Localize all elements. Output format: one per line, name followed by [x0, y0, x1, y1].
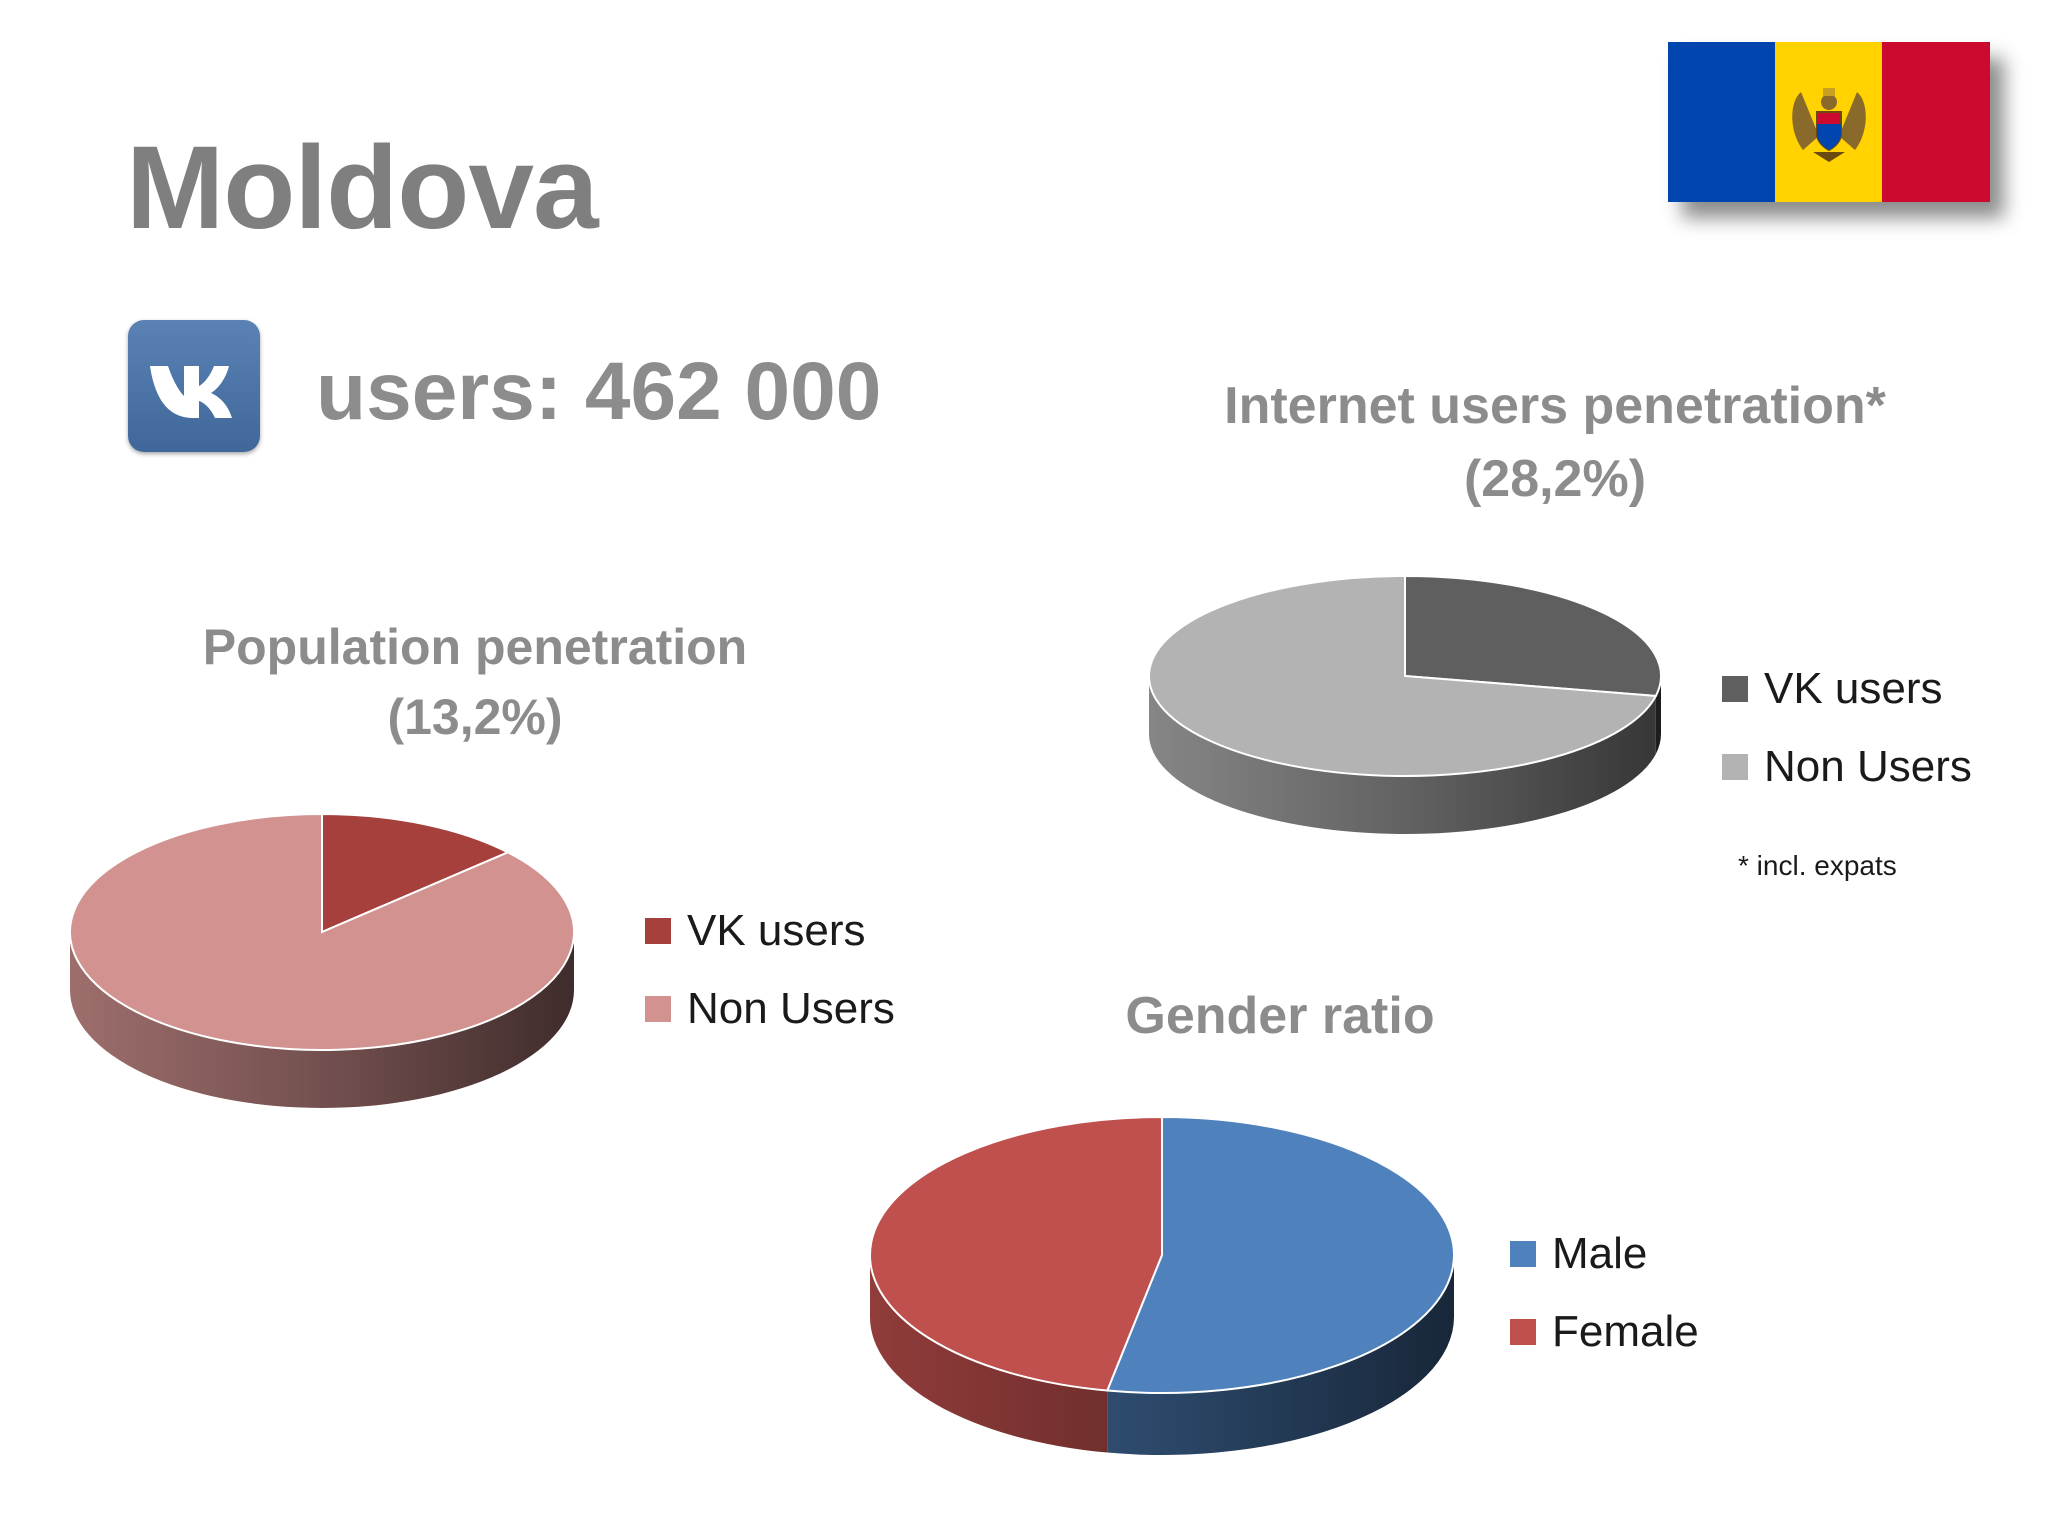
legend-swatch-female: [1510, 1319, 1536, 1345]
legend-swatch-vk-users: [1722, 676, 1748, 702]
pie-side-non-users: [1149, 676, 1656, 834]
chart1-legend-item: VK users: [645, 892, 895, 970]
vk-logo-glyph: [150, 366, 232, 418]
chart1-pie: [69, 812, 575, 1108]
pie-slice-vk-users: [1404, 574, 1662, 698]
flag-stripe-red: [1882, 42, 1990, 202]
legend-swatch-vk-users: [645, 918, 671, 944]
pie-side-male: [1107, 1255, 1454, 1455]
footnote: * incl. expats: [1738, 850, 1897, 881]
chart1-legend-item: Non Users: [645, 970, 895, 1048]
pie-slice-non-users: [69, 812, 575, 1051]
pie-slice-non-users: [1148, 574, 1658, 777]
chart3-legend: Male Female: [1510, 1215, 1699, 1371]
chart1-subtitle: (13,2%): [387, 689, 563, 745]
legend-swatch-non-users: [645, 996, 671, 1022]
chart1-title: Population penetration: [202, 619, 748, 675]
chart3-pie: [869, 1115, 1455, 1455]
flag-stripe-blue: [1668, 42, 1776, 202]
chart2-title-block: Internet users penetration* (28,2%): [1170, 370, 1940, 516]
vk-logo-icon: [128, 320, 260, 452]
chart2-pie: [1148, 574, 1662, 834]
legend-label: VK users: [1764, 664, 1943, 713]
pie-side-female: [870, 1255, 1108, 1453]
users-count: users: 462 000: [316, 346, 882, 437]
chart3-legend-item: Male: [1510, 1215, 1699, 1293]
legend-swatch-non-users: [1722, 754, 1748, 780]
pie-slice-vk-users: [321, 812, 511, 934]
chart1-legend: VK users Non Users: [645, 892, 895, 1048]
chart2-title: Internet users penetration*: [1224, 377, 1886, 435]
legend-label: Male: [1552, 1229, 1648, 1278]
legend-label: VK users: [687, 906, 866, 955]
chart3-title-block: Gender ratio: [1080, 980, 1480, 1053]
pie-slice-female: [869, 1115, 1163, 1392]
legend-label: Non Users: [687, 984, 895, 1033]
chart2-legend-item: Non Users: [1722, 728, 1972, 806]
chart2-legend: VK users Non Users: [1722, 650, 1972, 806]
chart3-legend-item: Female: [1510, 1293, 1699, 1371]
coat-of-arms-icon: [1792, 88, 1866, 162]
chart2-legend-item: VK users: [1722, 650, 1972, 728]
pie-side-non-users: [70, 932, 574, 1108]
chart2-subtitle: (28,2%): [1463, 449, 1647, 508]
moldova-flag-icon: [1668, 42, 1990, 202]
pie-slice-male: [1105, 1115, 1455, 1394]
legend-label: Female: [1552, 1307, 1699, 1356]
chart1-title-block: Population penetration (13,2%): [160, 612, 790, 752]
legend-label: Non Users: [1764, 742, 1972, 791]
chart3-title: Gender ratio: [1125, 987, 1435, 1045]
page-title: Moldova: [126, 122, 599, 254]
legend-swatch-male: [1510, 1241, 1536, 1267]
